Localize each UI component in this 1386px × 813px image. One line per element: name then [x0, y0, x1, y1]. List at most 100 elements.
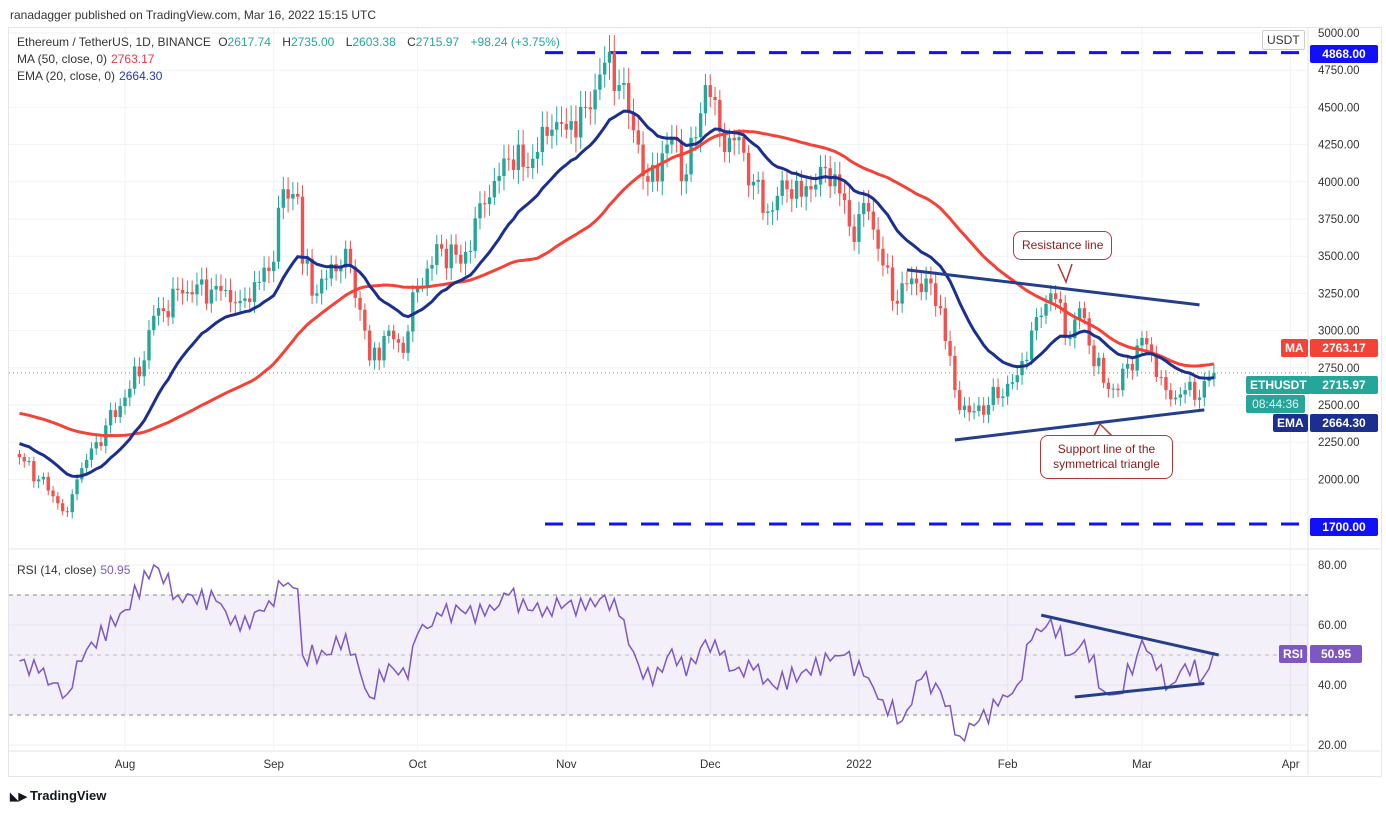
change-value: +98.24 (+3.75%)	[470, 35, 560, 49]
open-label: O	[218, 35, 228, 49]
candle-down	[1130, 363, 1135, 371]
rsi-legend[interactable]: RSI (14, close) 50.95	[17, 563, 134, 577]
candle-up	[1178, 394, 1183, 398]
candle-down	[99, 442, 103, 446]
candle-up	[1097, 357, 1101, 367]
candle-up	[478, 203, 482, 219]
candle-up	[123, 397, 127, 407]
candle-down	[938, 306, 943, 309]
time-tick-label: Aug	[115, 759, 135, 771]
candle-up	[804, 186, 808, 197]
candle-up	[622, 83, 626, 86]
candle-down	[17, 453, 22, 458]
candle-up	[617, 85, 621, 91]
candle-up	[689, 137, 693, 175]
candle-up	[142, 360, 146, 377]
time-tick-label: 2022	[846, 759, 872, 771]
candle-down	[646, 176, 650, 182]
time-tick-label: Oct	[409, 759, 428, 771]
candle-up	[118, 406, 122, 418]
candle-down	[933, 283, 938, 307]
candle-up	[814, 184, 818, 190]
candle-up	[89, 448, 94, 460]
candle-up	[1183, 390, 1187, 395]
candle-down	[823, 166, 828, 169]
candle-down	[967, 405, 971, 413]
candle-up	[910, 278, 914, 285]
support-trendline	[954, 408, 1205, 442]
candle-down	[22, 457, 26, 462]
candle-down	[905, 283, 909, 285]
candle-up	[70, 494, 74, 513]
candle-up	[607, 51, 612, 63]
candle-up	[94, 442, 98, 449]
candle-down	[722, 131, 727, 153]
candle-down	[713, 96, 717, 100]
candle-down	[953, 355, 957, 391]
time-tick-label: Dec	[700, 759, 721, 771]
candle-down	[228, 290, 233, 303]
ema-20-line	[18, 109, 1215, 479]
candle-down	[871, 211, 876, 230]
candle-down	[957, 390, 962, 410]
last-price-tag: 2715.97	[1310, 376, 1378, 394]
candle-up	[36, 479, 41, 482]
rsi-tag-name: RSI	[1279, 645, 1308, 663]
ma-legend[interactable]: MA (50, close, 0) 2763.17	[17, 52, 158, 66]
symbol-name[interactable]: Ethereum / TetherUS, 1D, BINANCE	[17, 35, 211, 49]
candle-down	[1082, 308, 1087, 319]
candle-up	[84, 459, 89, 469]
currency-label[interactable]: USDT	[1262, 30, 1305, 50]
candle-up	[27, 461, 31, 463]
candle-up	[1188, 381, 1192, 391]
time-tick-label: Sep	[263, 759, 283, 771]
candle-up	[535, 152, 540, 159]
candle-up	[1207, 378, 1211, 382]
rsi-tick-label: 40.00	[1318, 680, 1347, 692]
candle-up	[195, 284, 199, 295]
level-tag-1700: 1700.00	[1310, 518, 1378, 536]
candle-down	[1149, 344, 1154, 353]
close-value: 2715.97	[415, 35, 460, 49]
candle-down	[679, 140, 684, 182]
candle-up	[319, 278, 324, 294]
candle-up	[382, 335, 386, 361]
candle-down	[718, 99, 722, 132]
support-callout[interactable]: Support line of the symmetrical triangle	[1040, 435, 1173, 479]
candle-up	[751, 181, 756, 186]
candle-up	[281, 189, 286, 208]
candle-up	[775, 195, 780, 211]
candle-down	[895, 300, 900, 304]
price-tick-label: 3750.00	[1318, 214, 1360, 226]
rsi-lower-trendline	[1074, 682, 1205, 699]
candle-up	[1029, 330, 1034, 360]
ema-legend[interactable]: EMA (20, close, 0) 2664.30	[17, 69, 166, 83]
candle-up	[406, 331, 410, 353]
candle-up	[1015, 375, 1019, 383]
candle-down	[353, 266, 357, 298]
candle-down	[631, 113, 636, 131]
support-callout-pointer	[1093, 422, 1113, 437]
candle-down	[507, 158, 511, 160]
candle-up	[598, 74, 602, 90]
candle-down	[1164, 377, 1168, 391]
price-tick-label: 3500.00	[1318, 251, 1360, 263]
tradingview-logo[interactable]: ◣▶ TradingView	[10, 788, 106, 803]
bar-countdown: 08:44:36	[1246, 395, 1305, 413]
candle-down	[161, 308, 166, 312]
candle-up	[252, 282, 257, 302]
candle-down	[852, 226, 856, 242]
ma-tag-name: MA	[1281, 339, 1308, 357]
candle-up	[132, 366, 137, 389]
candle-down	[1106, 382, 1111, 389]
candle-up	[468, 250, 473, 252]
candle-up	[41, 476, 46, 480]
candle-down	[454, 244, 458, 255]
resistance-callout[interactable]: Resistance line	[1013, 231, 1113, 260]
candle-up	[1073, 319, 1077, 339]
rsi-value-tag: 50.95	[1310, 645, 1362, 663]
candle-up	[737, 137, 741, 141]
candle-up	[1001, 396, 1005, 399]
